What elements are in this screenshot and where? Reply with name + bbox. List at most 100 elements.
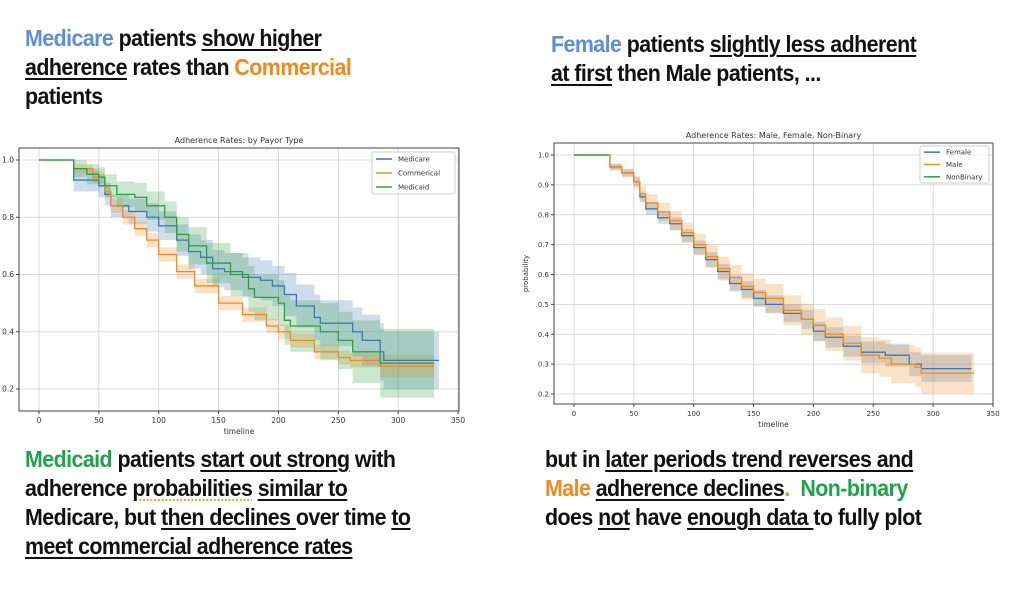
x-tick-label: 100 [152, 416, 167, 425]
y-tick-label: 0.7 [538, 241, 549, 249]
text-segment: with [349, 446, 396, 472]
y-tick-label: 0.6 [2, 270, 14, 279]
text-segment: slightly less adherent [709, 31, 917, 57]
text-segment: show higher [201, 25, 322, 51]
text-segment: Medicare, but [25, 504, 162, 530]
text-line: Medicaid patients start out strong with [25, 445, 410, 474]
y-tick-label: 0.9 [538, 181, 549, 189]
text-segment: to [391, 504, 411, 530]
y-tick-label: 0.3 [538, 361, 549, 369]
legend-label: Female [946, 149, 971, 157]
y-tick-label: 1.0 [538, 152, 549, 160]
highlight-text: Medicare [25, 25, 114, 51]
x-tick-label: 50 [629, 410, 638, 418]
series-line-commerical [39, 159, 435, 367]
x-tick-label: 300 [391, 416, 406, 425]
x-tick-label: 0 [572, 410, 576, 418]
text-segment: but in [545, 446, 606, 472]
y-tick-label: 0.4 [2, 327, 14, 336]
plot-frame [18, 147, 460, 412]
text-line: adherence rates than Commercial [25, 53, 352, 82]
text-segment: does [545, 504, 599, 530]
caption-bottom-right: but in later periods trend reverses and M… [545, 445, 922, 532]
text-segment: at first [551, 60, 612, 86]
text-segment: over time [295, 504, 392, 530]
x-axis-label: timeline [224, 427, 255, 436]
y-tick-label: 0.2 [538, 391, 549, 399]
legend-label: Commerical [398, 170, 440, 178]
text-segment: rates than [126, 54, 235, 80]
text-segment: adherence declines [595, 475, 785, 501]
legend [919, 145, 990, 184]
text-segment: start out strong [200, 446, 350, 472]
text-line: but in later periods trend reverses and [545, 445, 921, 474]
series-line-medicaid [39, 159, 435, 364]
y-tick-label: 0.5 [538, 301, 549, 309]
text-segment: to fully plot [813, 504, 922, 530]
y-axis-label: probability [522, 255, 530, 292]
legend-label: Male [946, 161, 963, 169]
highlight-text: Non-binary [789, 475, 908, 501]
highlight-text: Commercial [234, 54, 352, 80]
x-tick-label: 0 [37, 416, 42, 425]
text-segment: patients [621, 31, 710, 57]
text-segment: have [629, 504, 687, 530]
text-segment: not [598, 504, 630, 530]
x-tick-label: 100 [687, 410, 700, 418]
x-tick-label: 350 [986, 410, 999, 418]
y-tick-label: 0.4 [538, 331, 550, 339]
x-tick-label: 200 [271, 416, 286, 425]
text-segment: similar to [257, 475, 348, 501]
text-line: meet commercial adherence rates [25, 532, 410, 561]
text-line: does not have enough data to fully plot [545, 503, 922, 532]
text-segment: then declines [161, 504, 296, 530]
legend-label: Medicaid [398, 184, 429, 192]
text-segment: meet commercial adherence rates [25, 533, 353, 559]
text-segment: patients [113, 25, 202, 51]
text-line: adherence probabilities similar to [25, 474, 410, 503]
confidence-band-commerical [39, 160, 435, 378]
text-segment: then Male patients, ... [611, 60, 821, 86]
x-tick-label: 250 [867, 410, 880, 418]
series-line-male [574, 154, 974, 374]
x-tick-label: 350 [451, 416, 466, 425]
chart-title: Adherence Rates: Male, Female, Non-Binar… [686, 131, 862, 140]
headline-top-left: Medicare patients show higher adherence r… [25, 24, 352, 111]
text-segment: probabilities [132, 475, 253, 501]
x-tick-label: 150 [211, 416, 226, 425]
legend-label: Medicare [398, 156, 430, 164]
x-axis-label: timeline [758, 420, 789, 429]
text-line: Medicare, but then declines over time to [25, 503, 411, 532]
y-tick-label: 0.2 [2, 385, 14, 394]
text-segment: adherence [25, 475, 133, 501]
chart-title: Adherence Rates: by Payor Type [175, 136, 304, 145]
text-segment: adherence [25, 54, 128, 80]
headline-top-right: Female patients slightly less adherent at… [551, 30, 917, 88]
caption-bottom-left: Medicaid patients start out strong with a… [25, 445, 411, 561]
highlight-text: Medicaid [25, 446, 113, 472]
highlight-text: Female [551, 31, 622, 57]
x-tick-label: 150 [747, 410, 760, 418]
x-tick-label: 300 [926, 410, 939, 418]
y-tick-label: 0.8 [2, 213, 14, 222]
text-line: Male adherence declines. Non-binary [545, 474, 921, 503]
x-tick-label: 200 [807, 410, 820, 418]
text-segment: enough data [686, 504, 814, 530]
text-segment: later periods trend reverses and [605, 446, 914, 472]
text-segment: patients [112, 446, 201, 472]
confidence-band-male [574, 155, 974, 394]
legend [371, 151, 456, 195]
y-tick-label: 0.8 [538, 211, 549, 219]
text-segment: patients [25, 83, 103, 109]
text-line: at first then Male patients, ... [551, 59, 916, 88]
plot-frame [553, 142, 994, 405]
text-line: patients [25, 82, 351, 111]
x-tick-label: 50 [94, 416, 104, 425]
highlight-text: Male [545, 475, 591, 501]
confidence-band-medicaid [39, 160, 435, 398]
text-line: Medicare patients show higher [25, 24, 351, 53]
y-tick-label: 1.0 [2, 156, 14, 165]
legend-label: NonBinary [946, 173, 982, 181]
